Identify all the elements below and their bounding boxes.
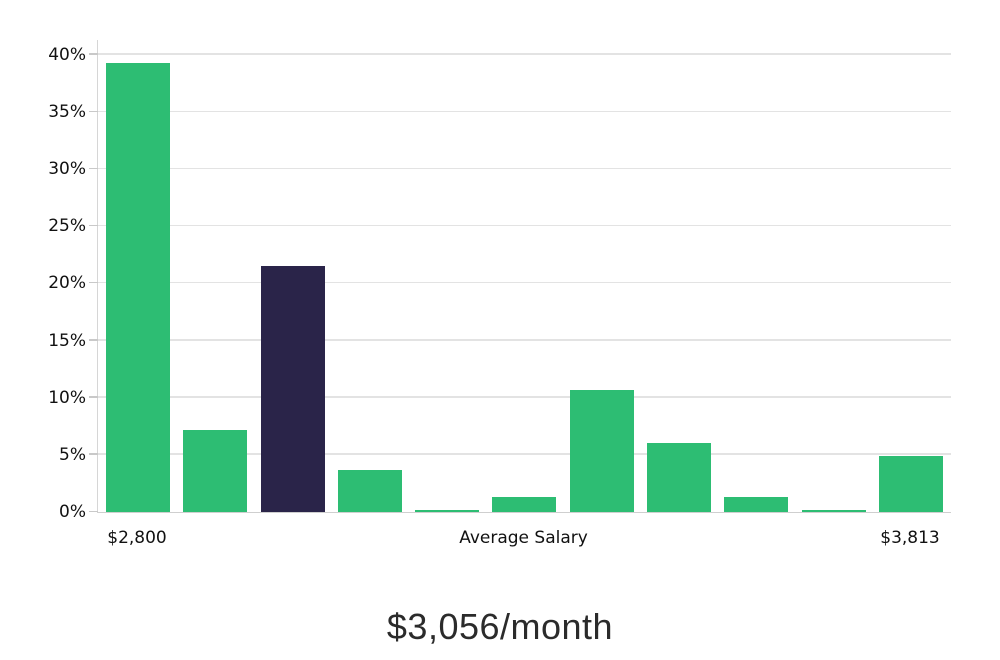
- y-tick-mark: [89, 53, 98, 55]
- y-tick-mark: [89, 339, 98, 341]
- gridline: [98, 453, 951, 455]
- bar: [106, 62, 170, 512]
- chart-title: $3,056/month: [386, 606, 614, 647]
- y-tick-mark: [89, 510, 98, 512]
- x-tick-label-min: $2,800: [107, 528, 167, 548]
- y-tick-label: 15%: [48, 330, 86, 351]
- y-tick-mark: [89, 453, 98, 455]
- bar: [492, 497, 557, 512]
- y-tick-label: 10%: [48, 387, 86, 408]
- gridline: [98, 53, 951, 55]
- bars-container: [98, 62, 951, 512]
- bar: [569, 389, 634, 512]
- gridline: [98, 396, 951, 398]
- gridline: [98, 281, 951, 284]
- bar-highlighted: [260, 266, 325, 512]
- bar: [801, 510, 866, 512]
- gridline: [98, 224, 951, 227]
- x-tick-label-average-salary: Average Salary: [459, 528, 588, 548]
- gridline: [98, 167, 951, 170]
- y-tick-mark: [89, 110, 98, 112]
- bar: [878, 456, 943, 512]
- y-axis: 0% 5% 10% 15% 20% 25% 30% 35% 40%: [0, 40, 86, 522]
- x-axis: $2,800 Average Salary $3,813: [97, 528, 950, 554]
- gridline: [98, 110, 951, 112]
- y-tick-label: 30%: [48, 159, 86, 180]
- y-tick-mark: [89, 396, 98, 398]
- y-tick-label: 5%: [59, 444, 86, 465]
- bar: [647, 443, 712, 512]
- y-tick-label: 0%: [59, 502, 86, 522]
- plot-area: [89, 40, 951, 513]
- bar: [337, 469, 402, 512]
- y-tick-label: 25%: [48, 216, 86, 237]
- y-tick-mark: [89, 167, 98, 170]
- bar: [415, 510, 480, 512]
- y-tick-mark: [89, 281, 98, 284]
- gridline: [98, 339, 951, 341]
- y-tick-mark: [89, 224, 98, 227]
- x-tick-label-max: $3,813: [880, 528, 940, 548]
- bar: [183, 429, 248, 512]
- y-tick-label: 35%: [48, 102, 86, 122]
- y-tick-label: 20%: [48, 273, 86, 294]
- bar: [724, 497, 789, 512]
- y-tick-label: 40%: [48, 44, 86, 65]
